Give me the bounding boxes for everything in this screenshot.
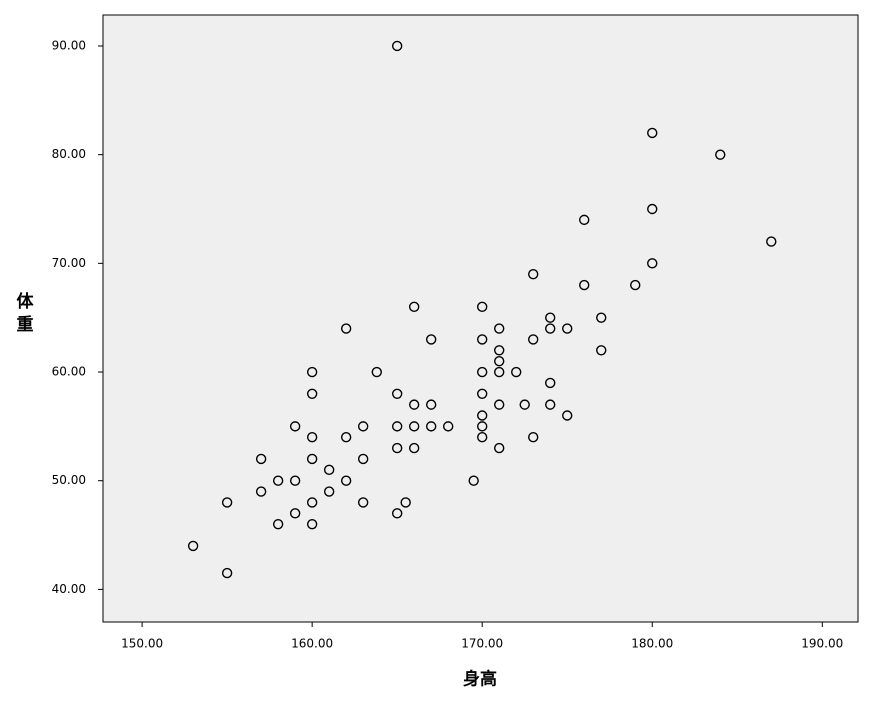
point xyxy=(477,366,488,378)
x-tick-label: 180.00 xyxy=(631,637,673,651)
point xyxy=(494,355,505,367)
point xyxy=(647,258,658,269)
point xyxy=(477,410,488,421)
x-tick-label: 170.00 xyxy=(461,637,503,651)
point xyxy=(391,442,403,454)
point xyxy=(187,540,199,552)
x-tick-label: 190.00 xyxy=(801,637,843,651)
point xyxy=(442,421,454,432)
point xyxy=(221,567,233,579)
y-tick-label: 80.00 xyxy=(52,147,86,161)
point xyxy=(562,410,573,421)
point xyxy=(391,508,403,519)
point xyxy=(272,475,284,486)
point xyxy=(408,442,420,454)
point xyxy=(477,388,488,399)
point xyxy=(647,127,658,139)
point xyxy=(306,453,318,465)
point xyxy=(400,497,411,508)
point xyxy=(477,432,488,443)
point xyxy=(255,486,267,497)
point xyxy=(477,301,488,313)
point xyxy=(494,442,505,454)
point xyxy=(340,475,352,486)
y-tick-label: 90.00 xyxy=(52,38,86,52)
point xyxy=(545,323,556,334)
point xyxy=(519,399,530,410)
point xyxy=(528,269,539,280)
point xyxy=(306,432,318,443)
point xyxy=(371,366,382,378)
point xyxy=(323,486,335,497)
plot-area xyxy=(102,14,859,623)
point xyxy=(494,399,505,410)
point xyxy=(391,40,403,52)
point xyxy=(306,388,318,399)
y-tick-label: 40.00 xyxy=(52,582,86,596)
y-tick-label: 50.00 xyxy=(52,473,86,487)
x-tick-label: 160.00 xyxy=(291,637,333,651)
point xyxy=(357,497,369,508)
point xyxy=(579,214,590,226)
point xyxy=(357,421,369,432)
x-axis-title: 身高 xyxy=(463,669,497,690)
point xyxy=(357,453,369,465)
point xyxy=(647,203,658,215)
point xyxy=(468,475,479,486)
x-tick-label: 150.00 xyxy=(121,637,163,651)
point xyxy=(494,323,505,334)
point xyxy=(528,432,539,443)
point xyxy=(289,475,301,486)
point xyxy=(323,464,335,476)
point xyxy=(408,421,420,432)
point xyxy=(545,312,556,323)
point xyxy=(596,312,607,323)
point xyxy=(425,399,437,410)
point xyxy=(340,432,352,443)
point xyxy=(306,366,318,378)
point xyxy=(477,421,488,432)
point xyxy=(579,279,590,291)
point xyxy=(494,366,505,378)
point xyxy=(425,421,437,432)
point xyxy=(596,345,607,356)
point xyxy=(306,497,318,508)
point xyxy=(408,301,420,313)
point xyxy=(289,421,301,432)
y-tick-label: 60.00 xyxy=(52,365,86,379)
point xyxy=(494,345,505,356)
point xyxy=(221,497,233,508)
y-tick-label: 70.00 xyxy=(52,256,86,270)
point xyxy=(391,388,403,399)
point xyxy=(289,508,301,519)
point xyxy=(408,399,420,410)
point xyxy=(306,518,318,530)
point xyxy=(545,377,556,389)
y-axis-title: 体重 xyxy=(13,291,34,338)
point xyxy=(255,453,267,465)
point xyxy=(477,334,488,345)
point xyxy=(272,518,284,530)
point xyxy=(562,323,573,334)
point xyxy=(630,279,641,291)
point xyxy=(391,421,403,432)
point xyxy=(528,334,539,345)
point xyxy=(511,366,522,378)
point xyxy=(425,334,437,345)
point xyxy=(340,323,352,334)
point xyxy=(715,149,726,160)
point xyxy=(766,236,777,247)
point xyxy=(545,399,556,410)
